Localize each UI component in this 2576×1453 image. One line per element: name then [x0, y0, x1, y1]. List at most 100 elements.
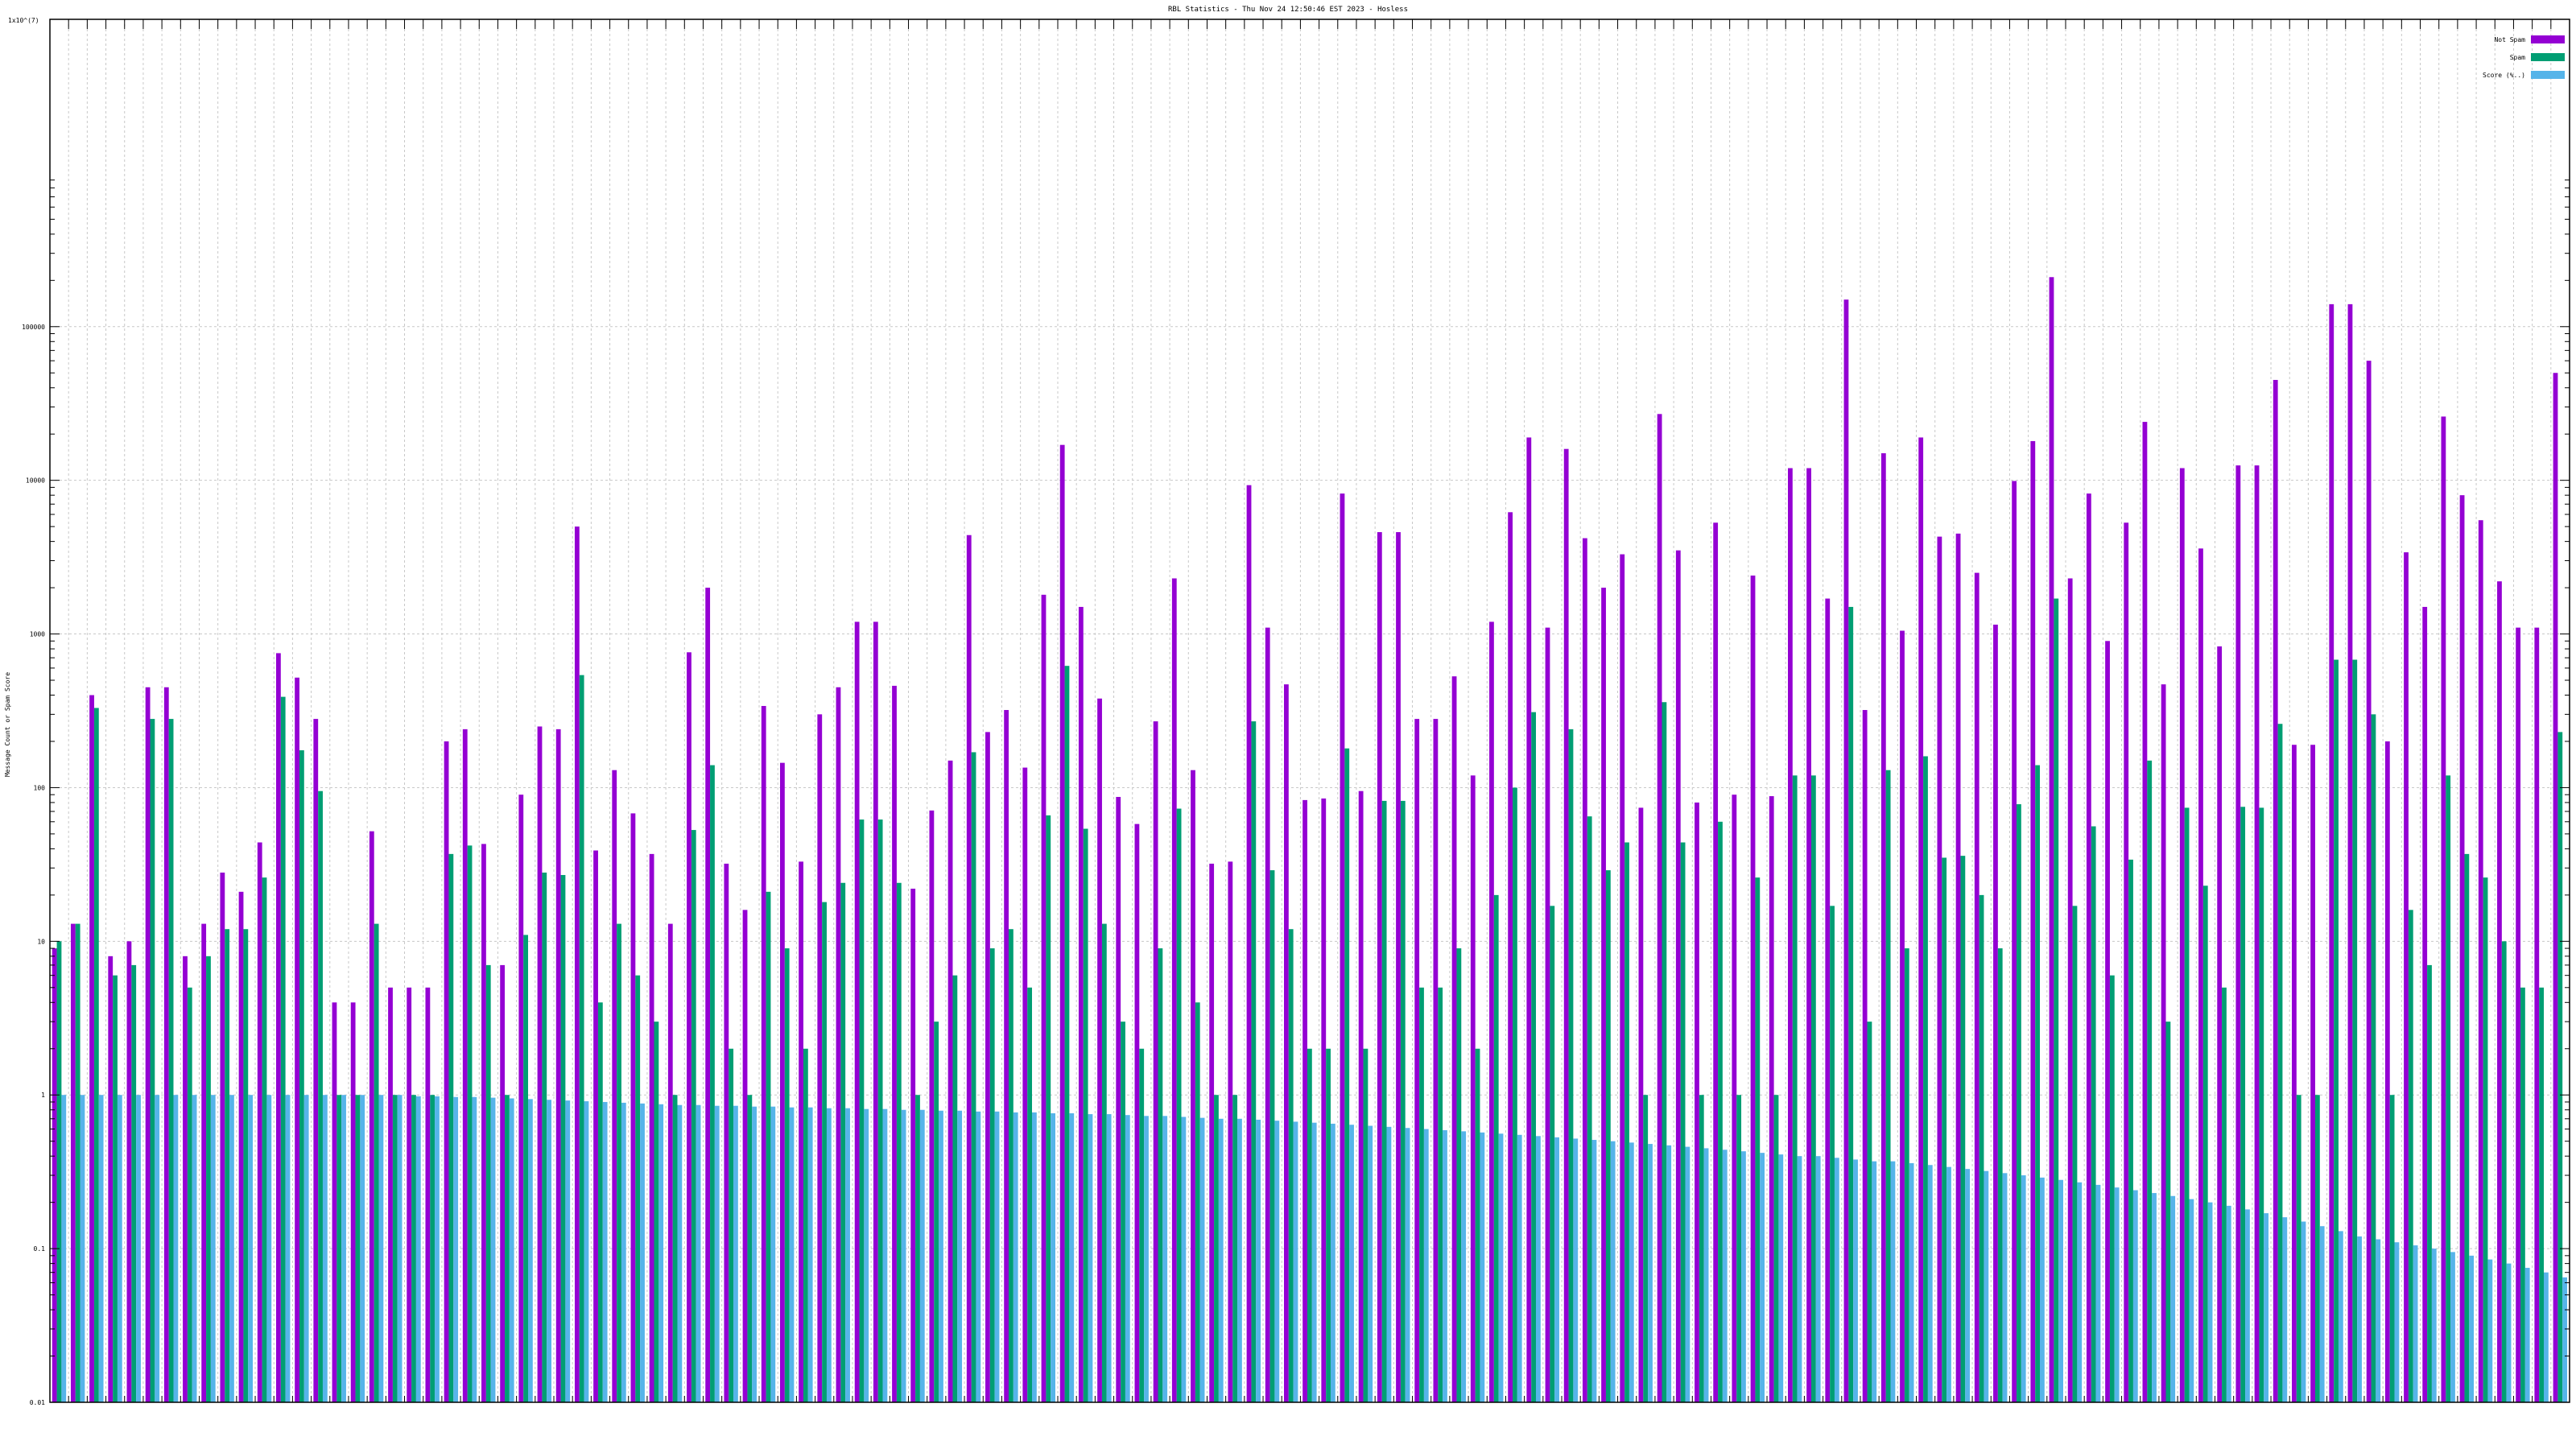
bar-spam-80: [1550, 906, 1555, 1402]
bar-not-spam-47: [929, 810, 935, 1402]
bar-spam-26: [542, 872, 547, 1402]
bar-spam-27: [560, 874, 566, 1402]
bar-score-40: [807, 1107, 813, 1402]
bar-not-spam-118: [2254, 465, 2260, 1402]
bar-spam-79: [1531, 712, 1537, 1402]
bar-score-45: [901, 1109, 906, 1402]
bar-not-spam-36: [724, 863, 729, 1402]
legend-label: Score (%..): [2483, 72, 2525, 79]
bar-not-spam-26: [537, 726, 543, 1402]
bar-not-spam-76: [1470, 775, 1476, 1402]
bar-spam-83: [1605, 870, 1611, 1402]
bar-spam-77: [1493, 894, 1499, 1402]
bar-score-126: [2413, 1245, 2418, 1402]
bar-spam-105: [2017, 804, 2021, 1402]
bar-score-2: [98, 1095, 104, 1402]
bar-spam-52: [1027, 987, 1033, 1402]
bar-not-spam-13: [295, 677, 299, 1402]
bar-not-spam-133: [2534, 627, 2540, 1402]
bar-score-63: [1237, 1118, 1242, 1402]
bar-score-97: [1872, 1161, 1877, 1402]
bar-spam-108: [2072, 906, 2078, 1402]
bar-spam-66: [1288, 929, 1294, 1402]
bar-spam-113: [2165, 1022, 2171, 1402]
y-tick-label: 10: [37, 938, 45, 945]
bar-score-74: [1443, 1129, 1447, 1402]
bar-not-spam-81: [1563, 448, 1569, 1403]
bar-spam-67: [1307, 1048, 1312, 1402]
bar-spam-110: [2109, 975, 2115, 1402]
bar-not-spam-24: [500, 964, 506, 1402]
bar-score-94: [1815, 1156, 1821, 1402]
bar-spam-24: [505, 1095, 510, 1402]
bar-spam-64: [1251, 721, 1257, 1402]
bar-score-103: [1984, 1170, 1989, 1402]
legend-swatch: [2531, 35, 2565, 43]
bar-not-spam-53: [1041, 594, 1046, 1402]
bars-layer: [52, 277, 2567, 1403]
bar-spam-12: [280, 696, 286, 1402]
bar-score-113: [2170, 1195, 2176, 1402]
bar-spam-17: [374, 923, 379, 1402]
bar-score-101: [1946, 1166, 1951, 1402]
bar-not-spam-49: [966, 535, 972, 1403]
plot-frame: [49, 19, 2570, 1403]
bar-not-spam-99: [1900, 630, 1905, 1402]
bar-spam-42: [840, 882, 846, 1402]
bar-score-27: [565, 1100, 571, 1402]
bar-not-spam-130: [2478, 520, 2483, 1402]
bar-spam-3: [113, 975, 118, 1402]
bar-score-53: [1051, 1112, 1055, 1402]
bar-not-spam-122: [2329, 303, 2334, 1402]
bar-not-spam-123: [2347, 303, 2353, 1402]
bar-not-spam-55: [1078, 606, 1084, 1402]
bar-score-77: [1498, 1133, 1504, 1402]
bar-spam-102: [1960, 856, 1966, 1402]
bar-not-spam-29: [593, 850, 598, 1402]
bar-not-spam-4: [126, 941, 132, 1402]
bar-spam-100: [1923, 756, 1928, 1402]
bar-not-spam-95: [1825, 598, 1831, 1402]
bar-score-131: [2506, 1263, 2512, 1402]
bar-score-55: [1088, 1114, 1093, 1402]
bar-score-118: [2264, 1213, 2269, 1402]
bar-not-spam-74: [1433, 719, 1439, 1402]
bar-not-spam-45: [892, 685, 897, 1402]
bar-not-spam-111: [2124, 522, 2129, 1402]
bar-score-9: [229, 1095, 234, 1402]
bar-not-spam-19: [407, 987, 412, 1402]
bar-not-spam-12: [276, 653, 281, 1402]
bar-score-70: [1368, 1125, 1373, 1402]
bar-not-spam-40: [799, 861, 803, 1402]
bar-not-spam-23: [481, 844, 486, 1402]
bar-not-spam-44: [873, 621, 878, 1402]
bar-not-spam-115: [2198, 548, 2203, 1403]
bar-spam-53: [1046, 815, 1051, 1402]
bar-score-42: [845, 1108, 850, 1402]
bar-score-85: [1648, 1144, 1653, 1402]
bar-score-1: [80, 1095, 85, 1402]
bar-score-78: [1517, 1134, 1522, 1402]
bar-score-21: [453, 1096, 459, 1402]
bar-score-47: [939, 1110, 943, 1402]
bar-spam-19: [411, 1095, 416, 1402]
bar-not-spam-128: [2441, 416, 2446, 1402]
bar-spam-34: [691, 830, 696, 1402]
bar-not-spam-32: [649, 853, 654, 1402]
bar-not-spam-94: [1806, 468, 1811, 1403]
bar-not-spam-21: [444, 741, 449, 1402]
bar-not-spam-43: [854, 621, 860, 1402]
bar-spam-119: [2277, 724, 2283, 1402]
bar-score-64: [1256, 1119, 1261, 1402]
bar-not-spam-107: [2049, 277, 2054, 1403]
bar-spam-10: [243, 929, 249, 1402]
bar-not-spam-121: [2310, 745, 2315, 1402]
bar-not-spam-5: [145, 687, 151, 1402]
bar-spam-25: [523, 935, 529, 1402]
bar-score-54: [1069, 1112, 1075, 1402]
bar-not-spam-25: [518, 795, 524, 1402]
bar-score-15: [341, 1095, 346, 1402]
bar-not-spam-18: [388, 987, 393, 1402]
bar-spam-41: [822, 902, 827, 1402]
bar-not-spam-69: [1340, 493, 1345, 1402]
